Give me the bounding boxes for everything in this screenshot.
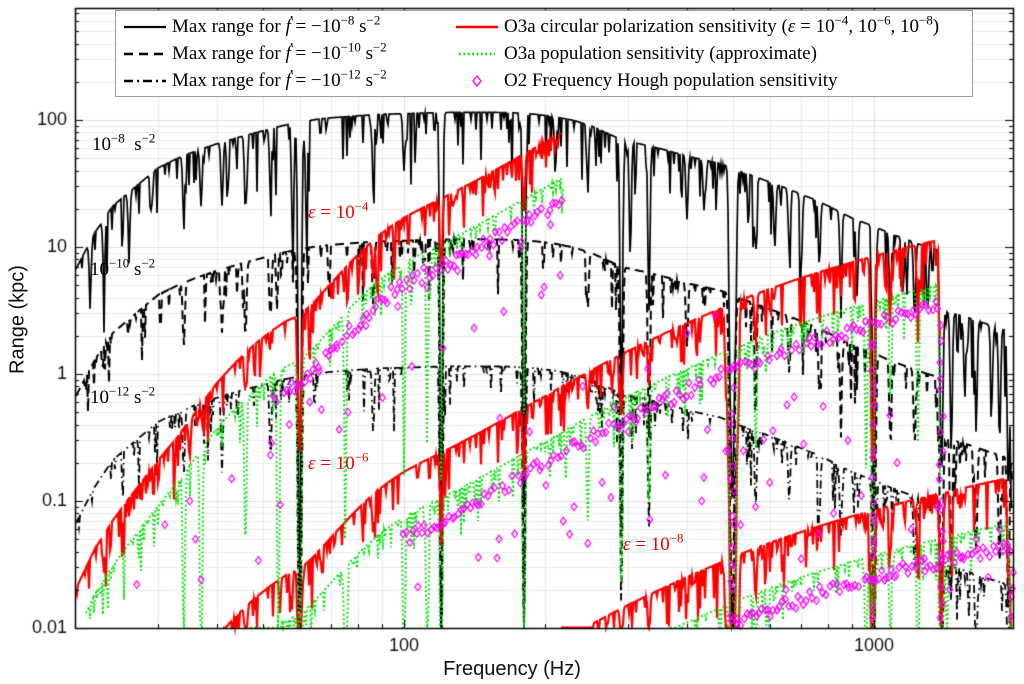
label-eps-1e-6: ε = 10−6 [308,449,369,474]
label-eps-1e-8: ε = 10−8 [623,530,684,555]
legend-entry-max-range-1e-12: Max range for ḟ = −10−12 s−2 O2 Frequen… [116,67,972,94]
legend: Max range for ḟ = −10−8 s−2 O3a circula… [115,10,973,97]
label-fdot-1e-8: 10−8 s−2 [92,130,156,155]
label-fdot-1e-12: 10−12 s−2 [90,383,156,408]
label-eps-1e-4: ε = 10−4 [308,198,369,223]
label-fdot-1e-10: 10−10 s−2 [90,255,156,280]
legend-label: Max range for ḟ = −10−8 s−2 [172,12,381,37]
black-dashdot-line-swatch [123,76,167,86]
black-dashed-line-swatch [123,49,167,59]
black-solid-line-swatch [123,22,167,32]
magenta-diamond-marker [455,74,499,88]
x-axis-title: Frequency (Hz) [443,658,581,680]
legend-entry-max-range-1e-10: Max range for ḟ = −10−10 s−2 O3a popula… [116,40,972,67]
green-dotted-line-swatch [455,49,499,59]
legend-label: O3a population sensitivity (approximate) [504,42,817,64]
y-axis-title: Range (kpc) [6,265,29,374]
legend-label: O3a circular polarization sensitivity (ε… [504,12,940,37]
legend-entry-max-range-1e-8: Max range for ḟ = −10−8 s−2 O3a circula… [116,13,972,40]
red-solid-line-swatch [455,22,499,32]
legend-label: Max range for ḟ = −10−12 s−2 [172,66,387,91]
legend-label: O2 Frequency Hough population sensitivit… [504,69,838,91]
legend-label: Max range for ḟ = −10−10 s−2 [172,39,387,64]
